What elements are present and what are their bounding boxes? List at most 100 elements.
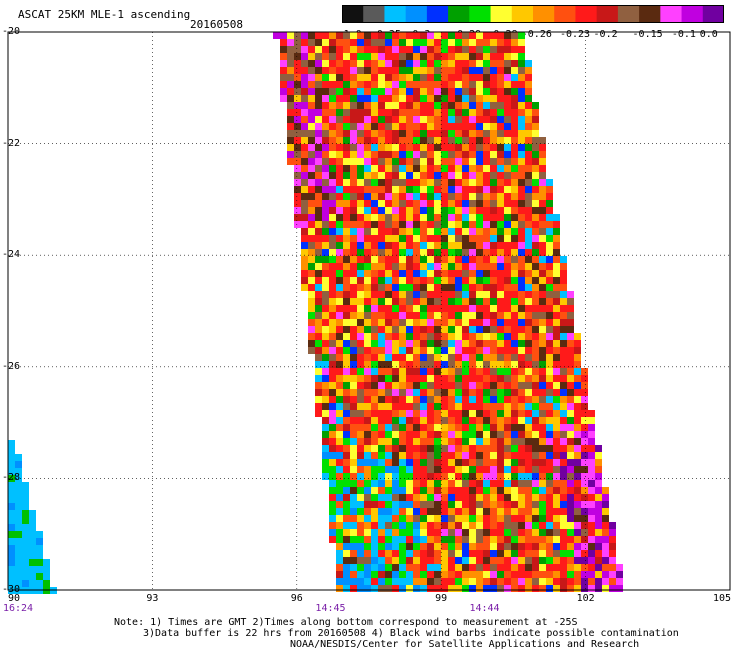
swath-cell xyxy=(329,389,336,396)
swath-cell xyxy=(329,165,336,172)
swath-cell xyxy=(497,347,504,354)
swath-cell xyxy=(329,536,336,543)
swath-cell xyxy=(350,326,357,333)
swath-cell xyxy=(336,417,343,424)
swath-cell xyxy=(455,130,462,137)
swath-cell xyxy=(413,375,420,382)
swath-cell xyxy=(483,137,490,144)
swath-cell xyxy=(350,109,357,116)
swath-cell xyxy=(602,494,609,501)
swath-cell xyxy=(413,249,420,256)
swath-cell xyxy=(616,571,623,578)
swath-cell xyxy=(371,459,378,466)
swath-cell xyxy=(469,67,476,74)
swath-cell xyxy=(560,410,567,417)
swath-cell xyxy=(385,109,392,116)
swath-cell xyxy=(329,403,336,410)
swath-cell xyxy=(462,550,469,557)
swath-cell xyxy=(378,221,385,228)
swath-cell xyxy=(588,550,595,557)
swath-cell xyxy=(525,263,532,270)
swath-cell xyxy=(427,277,434,284)
swath-cell xyxy=(539,270,546,277)
swath-cell xyxy=(441,130,448,137)
swath-cell xyxy=(329,291,336,298)
swath-cell xyxy=(518,249,525,256)
swath-cell xyxy=(343,263,350,270)
swath-cell xyxy=(476,165,483,172)
swath-cell xyxy=(504,116,511,123)
swath-cell xyxy=(371,263,378,270)
swath-cell xyxy=(413,459,420,466)
swath-cell xyxy=(504,459,511,466)
color-scale-tick-label: -0.15 xyxy=(632,29,663,40)
swath-cell xyxy=(287,137,294,144)
swath-cell xyxy=(511,333,518,340)
swath-cell xyxy=(420,207,427,214)
swath-cell xyxy=(399,263,406,270)
swath-cell xyxy=(462,494,469,501)
swath-cell xyxy=(364,410,371,417)
swath-cell xyxy=(294,214,301,221)
swath-cell xyxy=(525,179,532,186)
swath-cell xyxy=(469,312,476,319)
swath-cell xyxy=(497,60,504,67)
swath-cell xyxy=(588,417,595,424)
swath-cell xyxy=(448,277,455,284)
swath-cell xyxy=(448,88,455,95)
swath-cell xyxy=(329,172,336,179)
swath-cell xyxy=(434,473,441,480)
swath-cell xyxy=(441,543,448,550)
swath-cell xyxy=(574,403,581,410)
swath-cell xyxy=(469,333,476,340)
swath-cell xyxy=(413,417,420,424)
swath-cell xyxy=(315,340,322,347)
swath-cell xyxy=(539,515,546,522)
swath-cell xyxy=(532,424,539,431)
swath-cell xyxy=(518,326,525,333)
swath-cell xyxy=(497,571,504,578)
swath-cell xyxy=(525,396,532,403)
swath-cell xyxy=(301,179,308,186)
swath-cell xyxy=(483,452,490,459)
swath-cell xyxy=(525,130,532,137)
swath-cell xyxy=(427,228,434,235)
swath-cell xyxy=(497,326,504,333)
swath-cell xyxy=(539,508,546,515)
swath-cell xyxy=(532,165,539,172)
swath-cell xyxy=(434,109,441,116)
swath-cell xyxy=(294,186,301,193)
swath-cell xyxy=(504,263,511,270)
swath-cell xyxy=(371,186,378,193)
swath-cell xyxy=(462,39,469,46)
swath-cell xyxy=(434,487,441,494)
swath-cell xyxy=(483,557,490,564)
swath-cell xyxy=(588,431,595,438)
swath-cell xyxy=(308,200,315,207)
swath-cell xyxy=(504,221,511,228)
swath-cell xyxy=(553,550,560,557)
swath-cell xyxy=(406,67,413,74)
swath-cell xyxy=(406,277,413,284)
swath-cell xyxy=(518,179,525,186)
swath-cell xyxy=(315,277,322,284)
swath-cell xyxy=(371,67,378,74)
swath-cell xyxy=(343,487,350,494)
swath-cell xyxy=(511,522,518,529)
swath-cell xyxy=(336,32,343,39)
swath-cell xyxy=(413,102,420,109)
swath-cell xyxy=(357,256,364,263)
swath-cell xyxy=(364,445,371,452)
swath-cell xyxy=(511,137,518,144)
swath-cell xyxy=(350,123,357,130)
swath-cell xyxy=(392,186,399,193)
swath-cell xyxy=(476,529,483,536)
swath-cell xyxy=(287,109,294,116)
swath-cell xyxy=(497,235,504,242)
swath-cell xyxy=(455,109,462,116)
swath-cell xyxy=(532,298,539,305)
swath-cell xyxy=(539,410,546,417)
swath-cell xyxy=(504,389,511,396)
swath-cell xyxy=(406,60,413,67)
swath-cell xyxy=(546,529,553,536)
